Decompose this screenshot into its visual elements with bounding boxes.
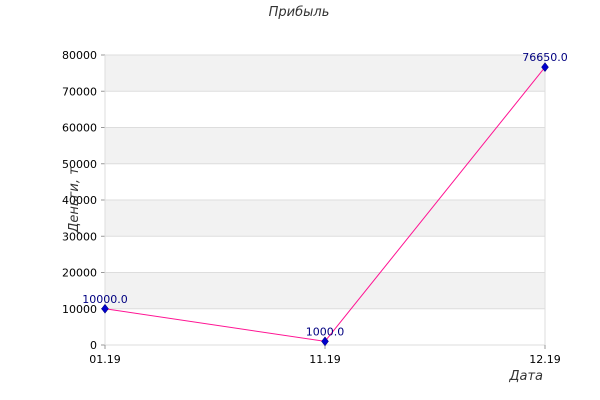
y-tick-label: 80000 bbox=[62, 49, 97, 62]
y-tick-label: 0 bbox=[90, 339, 97, 352]
series-layer bbox=[101, 62, 549, 347]
grid-band bbox=[105, 272, 545, 309]
data-labels: 10000.0 1000.0 76650.0 bbox=[82, 51, 568, 338]
grid-band bbox=[105, 55, 545, 92]
data-value-label: 76650.0 bbox=[522, 51, 568, 64]
grid-band bbox=[105, 127, 545, 164]
y-tick-label: 60000 bbox=[62, 122, 97, 135]
x-tick-label: 11.19 bbox=[309, 353, 341, 366]
grid-band bbox=[105, 200, 545, 237]
x-axis-ticks: 01.19 11.19 12.19 bbox=[89, 353, 561, 366]
y-tick-label: 10000 bbox=[62, 303, 97, 316]
chart-title: Прибыль bbox=[269, 5, 330, 20]
y-tick-label: 20000 bbox=[62, 267, 97, 280]
y-tick-label: 40000 bbox=[62, 194, 97, 207]
y-axis-label: Деньги, т bbox=[67, 167, 82, 234]
y-axis-ticks: 0 10000 20000 30000 40000 50000 60000 70000 8000… bbox=[62, 49, 97, 352]
y-tick-label: 30000 bbox=[62, 230, 97, 243]
y-tick-label: 70000 bbox=[62, 85, 97, 98]
data-point-marker bbox=[541, 62, 549, 73]
data-value-label: 1000.0 bbox=[306, 325, 345, 338]
data-value-label: 10000.0 bbox=[82, 293, 128, 306]
x-axis-label: Дата bbox=[508, 369, 543, 384]
x-tick-label: 12.19 bbox=[529, 353, 561, 366]
y-tick-label: 50000 bbox=[62, 158, 97, 171]
data-point-marker bbox=[101, 303, 109, 314]
data-point-marker bbox=[321, 336, 329, 347]
grid-lines bbox=[101, 54, 546, 349]
x-tick-label: 01.19 bbox=[89, 353, 121, 366]
